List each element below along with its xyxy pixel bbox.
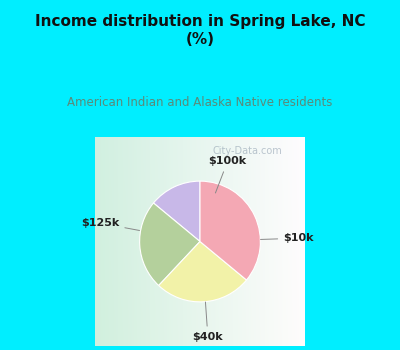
Text: American Indian and Alaska Native residents: American Indian and Alaska Native reside… xyxy=(67,96,333,108)
Text: Income distribution in Spring Lake, NC
(%): Income distribution in Spring Lake, NC (… xyxy=(35,14,365,47)
Text: $40k: $40k xyxy=(192,302,223,342)
Wedge shape xyxy=(159,241,246,302)
Text: $10k: $10k xyxy=(260,233,314,243)
Wedge shape xyxy=(200,181,260,280)
Text: $125k: $125k xyxy=(81,218,140,231)
Text: City-Data.com: City-Data.com xyxy=(212,146,282,156)
Text: $100k: $100k xyxy=(208,156,247,193)
Wedge shape xyxy=(154,181,200,242)
Wedge shape xyxy=(140,203,200,286)
